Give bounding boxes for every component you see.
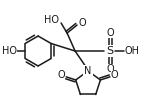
Text: OH: OH — [124, 46, 140, 56]
Text: O: O — [111, 70, 119, 80]
Text: N: N — [84, 66, 92, 76]
Text: HO: HO — [2, 46, 17, 56]
Text: HO: HO — [44, 15, 59, 25]
Text: S: S — [107, 46, 114, 56]
Text: O: O — [107, 28, 114, 38]
Text: O: O — [78, 18, 86, 28]
Text: O: O — [58, 70, 65, 80]
Text: O: O — [107, 64, 114, 74]
